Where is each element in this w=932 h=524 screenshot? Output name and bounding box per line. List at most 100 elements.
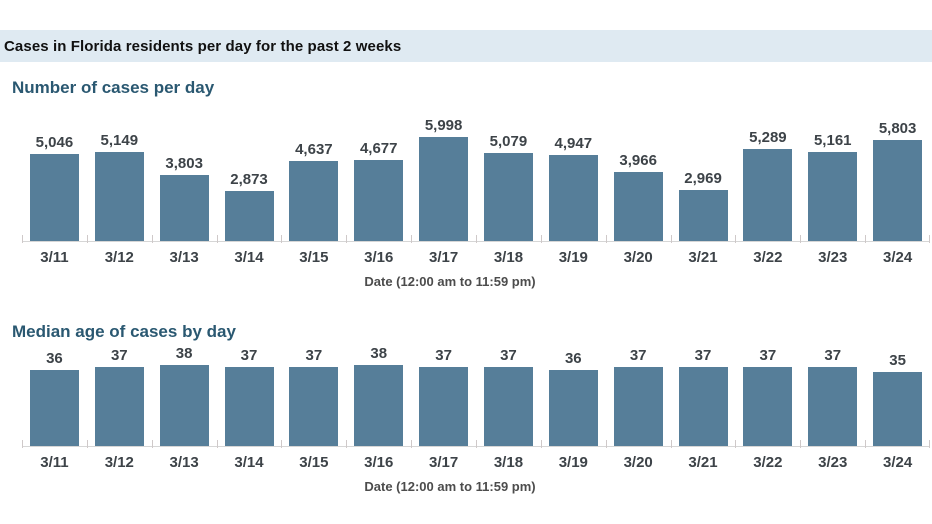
cases-bar-area: 5,046 5,149 3,803 2,873 4,637 4,677 5,998 5,079… [22,112,930,242]
bar-value-label: 38 [175,345,193,363]
bar [548,155,598,241]
page-title: Cases in Florida residents per day for t… [4,37,402,55]
bar-column: 37 [411,347,476,446]
x-tick-label: 3/21 [688,249,718,266]
bar-value-label: 5,161 [813,131,852,149]
x-tick-label: 3/20 [623,454,653,471]
bar-column: 5,149 [87,132,152,241]
bar [419,137,469,241]
bar [678,189,728,241]
bar [678,367,728,446]
x-tick-label: 3/15 [299,249,329,266]
bar-value-label: 4,677 [359,139,398,157]
bar-column: 5,046 [22,133,87,241]
x-tick-label: 3/12 [104,454,134,471]
bar-column: 5,161 [800,131,865,241]
x-tick-label: 3/20 [623,249,653,266]
bar-value-label: 3,803 [165,155,203,173]
median-age-bar-area: 36 37 38 37 37 38 37 37 36 37 37 37 37 35 [22,345,930,447]
bar [743,149,793,241]
bar [613,172,663,241]
bar-column: 4,677 [346,140,411,241]
x-tick-label: 3/13 [169,249,199,266]
bar [808,367,858,446]
bar-value-label: 5,149 [100,131,139,149]
bar [419,367,469,446]
bar-column: 35 [865,352,930,446]
x-tick-label: 3/19 [558,249,588,266]
bar-column: 37 [671,347,736,446]
bar-value-label: 2,969 [684,169,722,187]
median-age-x-axis-title: Date (12:00 am to 11:59 pm) [364,479,536,494]
bar-column: 36 [22,350,87,446]
bar-value-label: 37 [500,347,517,365]
x-tick-label: 3/23 [818,249,848,266]
bar [354,159,404,241]
bar [483,153,533,241]
x-tick-label: 3/18 [493,249,524,266]
median-age-chart: 36 37 38 37 37 38 37 37 36 37 37 37 37 35 [0,345,932,448]
bar-value-label: 37 [240,347,258,365]
bar [743,367,793,446]
bar-column: 5,803 [865,120,930,241]
chart-title-cases-per-day: Number of cases per day [12,78,215,98]
bar [873,371,923,446]
bar [94,367,144,446]
chart-title-median-age: Median age of cases by day [12,322,236,342]
bar-value-label: 38 [370,345,388,363]
bar-column: 3,966 [606,152,671,241]
bar-value-label: 5,803 [878,120,917,138]
bar-column: 4,947 [541,135,606,241]
bar [224,191,274,241]
bar-column: 37 [87,347,152,446]
bar [548,369,598,446]
bar [29,153,79,241]
bar [29,369,79,446]
x-tick-label: 3/12 [104,249,134,266]
x-tick-label: 3/14 [234,249,264,266]
bar-value-label: 2,873 [230,171,268,189]
bar-value-label: 37 [824,347,842,365]
bar-value-label: 5,079 [489,133,528,150]
bar-value-label: 4,637 [295,140,333,158]
cases-x-axis-labels: 3/11 3/12 3/13 3/14 3/15 3/16 3/17 3/18 3/19 3/20… [22,249,930,266]
page-header-band: Cases in Florida residents per day for t… [0,30,932,62]
x-tick-label: 3/24 [883,249,913,266]
bar [613,367,663,446]
x-tick-label: 3/18 [493,454,524,471]
x-tick-label: 3/23 [818,454,848,471]
bar-column: 37 [281,347,346,446]
median-age-x-axis-labels: 3/11 3/12 3/13 3/14 3/15 3/16 3/17 3/18 3/19 3/20… [22,454,930,471]
x-tick-label: 3/24 [883,454,913,471]
bar [808,151,858,241]
x-tick-label: 3/16 [364,249,394,266]
bar-column: 3,803 [152,155,217,241]
cases-per-day-chart: 5,046 5,149 3,803 2,873 4,637 4,677 5,998 5,079… [0,112,932,243]
bar-column: 37 [735,347,800,446]
x-tick-label: 3/19 [558,454,588,471]
x-tick-label: 3/22 [753,454,783,471]
bar-value-label: 35 [889,351,906,369]
bar-column: 38 [152,345,217,446]
x-tick-label: 3/21 [688,454,718,471]
cases-x-axis-title: Date (12:00 am to 11:59 pm) [364,274,536,289]
bar-column: 2,873 [217,171,282,241]
x-tick-label: 3/17 [428,454,459,471]
bar-column: 38 [346,345,411,446]
bar [289,367,339,446]
bar [289,160,339,241]
bar [354,365,404,446]
bar-column: 5,998 [411,117,476,241]
x-tick-label: 3/11 [40,249,69,266]
bar [159,365,209,446]
bar-value-label: 37 [305,347,323,365]
x-tick-label: 3/16 [364,454,394,471]
bar-column: 2,969 [671,169,736,241]
bar-column: 37 [217,347,282,446]
bar-value-label: 5,046 [35,133,74,151]
bar [94,151,144,241]
x-tick-label: 3/15 [299,454,329,471]
x-tick-label: 3/13 [169,454,199,471]
bar [873,140,923,241]
